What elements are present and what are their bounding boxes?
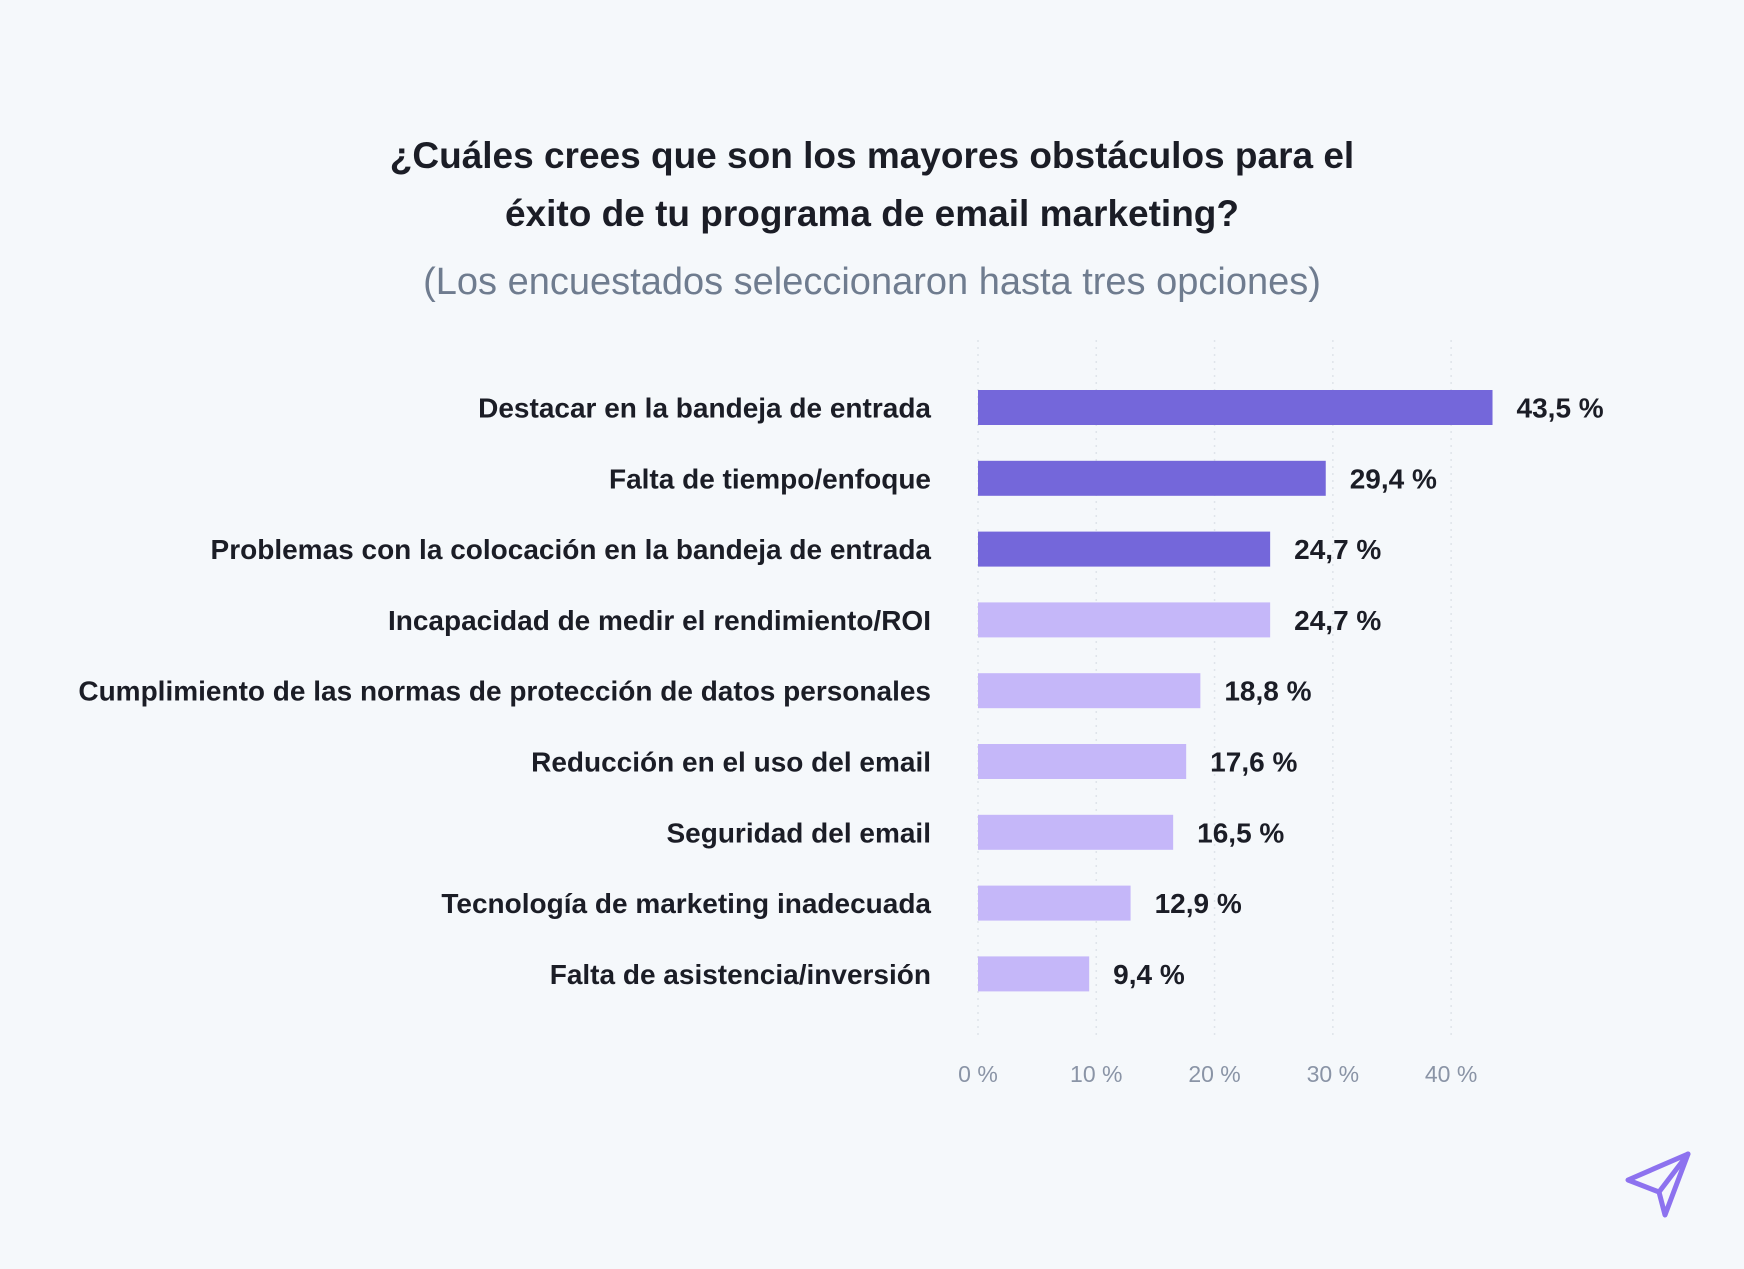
bar — [978, 602, 1271, 638]
bar — [978, 673, 1201, 709]
bars — [978, 390, 1493, 992]
category-label: Falta de asistencia/inversión — [550, 959, 931, 990]
category-label: Reducción en el uso del email — [531, 747, 931, 778]
chart-subtitle: (Los encuestados seleccionaron hasta tre… — [423, 261, 1321, 303]
bar — [978, 390, 1493, 425]
chart-title-line-1: ¿Cuáles crees que son los mayores obstác… — [389, 135, 1355, 176]
category-label: Seguridad del email — [666, 817, 931, 848]
bar — [978, 531, 1271, 567]
value-label: 43,5 % — [1517, 393, 1604, 424]
category-label: Falta de tiempo/enfoque — [609, 463, 931, 494]
value-labels: 43,5 % 29,4 % 24,7 % 24,7 % 18,8 % 17,6 % 16,5… — [1113, 393, 1604, 990]
category-label: Destacar en la bandeja de entrada — [478, 393, 931, 424]
paper-plane-icon — [1625, 1151, 1691, 1218]
bar — [978, 956, 1090, 992]
x-tick-label: 30 % — [1307, 1061, 1359, 1087]
x-axis-tick-labels: 0 % 10 % 20 % 30 % 40 % — [958, 1061, 1477, 1087]
value-label: 17,6 % — [1210, 747, 1297, 778]
value-label: 18,8 % — [1224, 676, 1311, 707]
bar — [978, 814, 1174, 850]
x-tick-label: 40 % — [1425, 1061, 1477, 1087]
bar — [978, 744, 1187, 779]
category-label: Problemas con la colocación en la bandej… — [211, 534, 932, 565]
category-labels: Destacar en la bandeja de entrada Falta d… — [78, 393, 931, 990]
value-label: 29,4 % — [1350, 463, 1437, 494]
value-label: 16,5 % — [1197, 817, 1284, 848]
value-label: 9,4 % — [1113, 959, 1185, 990]
category-label: Tecnología de marketing inadecuada — [441, 888, 931, 919]
value-label: 24,7 % — [1294, 605, 1381, 636]
x-tick-label: 20 % — [1188, 1061, 1240, 1087]
category-label: Incapacidad de medir el rendimiento/ROI — [388, 605, 931, 636]
category-label: Cumplimiento de las normas de protección… — [78, 676, 931, 707]
chart-title-line-2: éxito de tu programa de email marketing? — [504, 193, 1240, 234]
x-tick-label: 0 % — [958, 1061, 998, 1087]
bar — [978, 460, 1326, 496]
bar — [978, 885, 1131, 921]
x-tick-label: 10 % — [1070, 1061, 1122, 1087]
value-label: 12,9 % — [1155, 888, 1242, 919]
value-label: 24,7 % — [1294, 534, 1381, 565]
